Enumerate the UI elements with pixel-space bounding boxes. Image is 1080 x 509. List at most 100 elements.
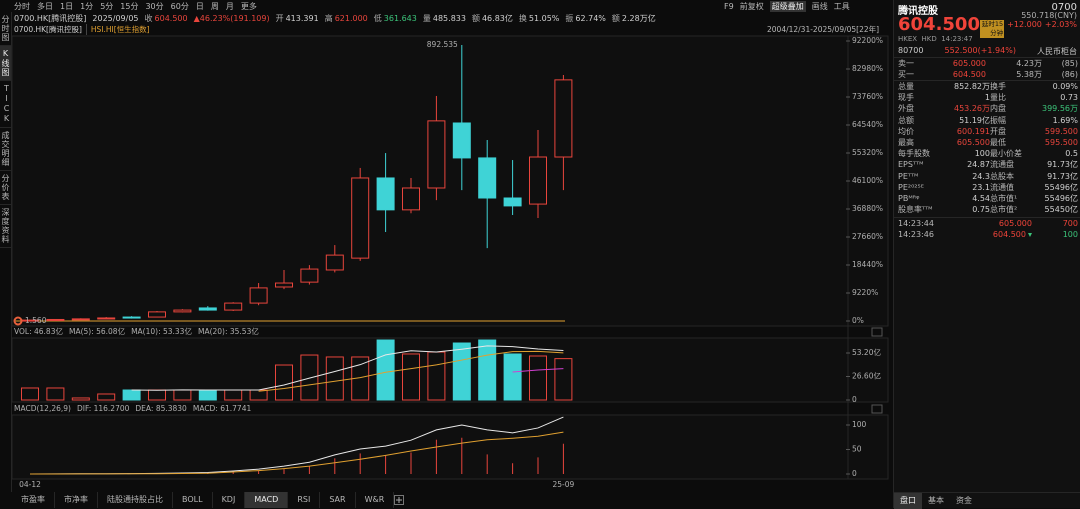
y-tick-label: 92200% — [852, 36, 883, 45]
stat-cell: 最高 — [898, 138, 914, 148]
candle-body — [122, 316, 141, 319]
indicator-tab[interactable]: RSI — [288, 492, 321, 508]
volume-bar — [452, 342, 471, 401]
info-item: 量 485.833 — [423, 13, 466, 24]
info-value: 0700.HK[腾讯控股] — [14, 13, 87, 23]
panel-button[interactable] — [871, 327, 883, 337]
tool-tab[interactable]: 工具 — [833, 1, 850, 11]
quote-tab[interactable]: 基本 — [928, 496, 944, 505]
period-tab[interactable]: 60分 — [170, 1, 189, 11]
tool-tab[interactable]: F9 — [724, 1, 734, 11]
indicator-tab[interactable]: 陆股通持股占比 — [98, 492, 173, 508]
down-arrow — [1028, 233, 1032, 238]
stock-code: 0700 — [1051, 2, 1077, 13]
side-tab[interactable]: 深度资料 — [0, 205, 11, 248]
quote-tab[interactable]: 资金 — [956, 496, 972, 505]
period-tab[interactable]: 15分 — [120, 1, 139, 11]
macd-panel — [11, 414, 889, 480]
side-tab[interactable]: 分时图 — [0, 12, 11, 46]
trade-row: 14:23:46 604.500 100 — [894, 229, 1080, 240]
period-tab[interactable]: 1分 — [80, 1, 94, 11]
side-tab[interactable]: TICK — [0, 81, 11, 128]
volume-bar — [402, 353, 420, 401]
indicator-tab[interactable]: 市盈率 — [12, 492, 55, 508]
change-pct: +2.03% — [1044, 19, 1077, 29]
info-item: 2025/09/05 — [92, 14, 138, 23]
side-tab[interactable]: K线图 — [0, 46, 11, 81]
tool-tab[interactable]: 画线 — [811, 1, 828, 11]
indicator-tab[interactable]: SAR — [320, 492, 356, 508]
stat-cell: 599.500 — [1044, 126, 1078, 136]
x-tick-label: 25-09 — [553, 480, 575, 489]
stat-row: EPSᵀᵀᴹ 24.87 流通盘 91.73亿 — [894, 159, 1080, 170]
indicator-tab[interactable]: BOLL — [173, 492, 213, 508]
date-range: 2004/12/31-2025/09/05[22年] — [767, 25, 880, 34]
overlay-tab[interactable]: HSI.HI[恒生指数] — [85, 24, 150, 35]
tool-tab[interactable]: 前复权 — [739, 1, 764, 11]
period-tab[interactable]: 多日 — [37, 1, 53, 11]
side-tab[interactable]: 分价表 — [0, 171, 11, 205]
info-item: 低 361.643 — [374, 13, 417, 24]
book-side: 卖一 — [898, 59, 914, 68]
candle-body — [300, 268, 319, 283]
quote-tab[interactable]: 盘口 — [894, 493, 922, 509]
quote-panel: 腾讯控股 0700 604.500 550.718(CNY) 延时15分钟 +12.000… — [893, 0, 1080, 509]
legend-entry: MA(5): 56.08亿 — [69, 326, 126, 336]
info-item: 高 621.000 — [325, 13, 368, 24]
info-item: 收 604.500 — [145, 13, 188, 24]
period-tab[interactable]: 月 — [225, 1, 234, 11]
info-label: 开 — [275, 13, 284, 23]
info-label: 收 — [144, 13, 153, 23]
period-tab[interactable]: 分时 — [14, 1, 30, 11]
y-tick-label: 55320% — [852, 148, 883, 157]
stat-row: PEᵀᵀᴹ 24.3 总股本 91.73亿 — [894, 171, 1080, 182]
stat-cell: EPSᵀᵀᴹ — [898, 160, 924, 170]
volume-bar — [198, 389, 217, 401]
legend-entry: MA(20): 35.53亿 — [198, 326, 259, 336]
change: +12.000 — [1007, 19, 1042, 29]
indicator-tab[interactable]: MACD — [245, 492, 289, 508]
stat-cell: 总额 — [898, 115, 914, 125]
stat-cell: 0.73 — [1060, 93, 1078, 103]
quote-meta: HKEX HKD 14:23:47 — [898, 35, 973, 43]
trade-volume: 700 — [1062, 219, 1078, 229]
stat-cell: 流通盘 — [990, 160, 1014, 170]
indicator-tab[interactable]: KDJ — [213, 492, 246, 508]
stat-cell: 24.87 — [967, 160, 990, 170]
trade-volume: 100 — [1062, 230, 1078, 240]
period-toolbar: 分时 多日 1日 1分 5分 15分 30分 60分日周月更多 — [14, 0, 257, 12]
period-tab[interactable]: 周 — [210, 1, 219, 11]
period-tab[interactable]: 更多 — [240, 1, 257, 11]
cny-price: 550.718(CNY) — [1021, 10, 1077, 20]
panel-button[interactable] — [871, 404, 883, 414]
side-tab[interactable]: 成交明细 — [0, 128, 11, 171]
indicator-tab[interactable]: 市净率 — [55, 492, 98, 508]
quote-tabs: 盘口 基本 资金 — [894, 492, 1080, 509]
rmb-cell: 80700 — [898, 46, 924, 55]
stat-cell: 振幅 — [990, 115, 1006, 125]
period-tab[interactable]: 1日 — [60, 1, 74, 11]
indicator-tab[interactable]: W&R — [356, 492, 395, 508]
stat-row: 最高 605.500 最低 595.500 — [894, 137, 1080, 148]
stat-cell: 流通值 — [990, 182, 1014, 192]
period-tab[interactable]: 5分 — [100, 1, 114, 11]
period-tab[interactable]: 30分 — [145, 1, 164, 11]
volume-bar — [97, 393, 116, 401]
y-tick-label: 0% — [852, 316, 864, 325]
stat-cell: 605.500 — [956, 138, 990, 148]
stat-row: 股息率ᵀᵀᴹ 0.75 总市值² 55450亿 — [894, 204, 1080, 215]
y-tick-label: 36880% — [852, 204, 883, 213]
info-label: 额 — [471, 13, 480, 23]
info-item: ▲46.23%(191.109) — [194, 14, 270, 23]
y-tick-label: 26.60亿 — [852, 371, 881, 381]
candle-body — [529, 156, 547, 205]
stat-cell: 0.09% — [1052, 82, 1078, 92]
stat-cell: 总量 — [898, 82, 914, 92]
info-value: 2.28万亿 — [621, 13, 656, 23]
legend-entry: MACD(12,26,9) — [14, 404, 71, 413]
add-indicator[interactable] — [394, 495, 404, 505]
period-tab[interactable]: 日 — [195, 1, 204, 11]
tool-tab[interactable]: 超级叠加 — [769, 0, 806, 12]
volume-bar — [376, 339, 395, 401]
overlay-tab[interactable]: 0700.HK[腾讯控股] — [14, 25, 82, 34]
